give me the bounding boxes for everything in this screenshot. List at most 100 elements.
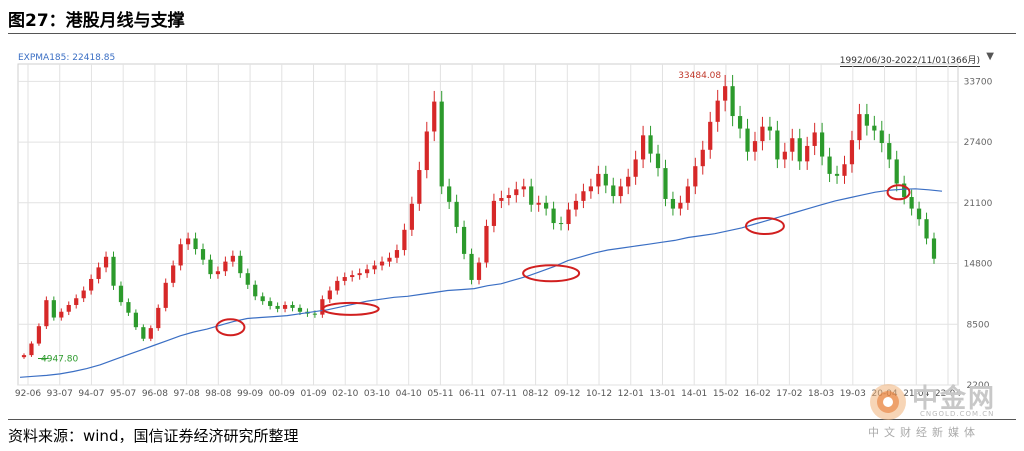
x-tick-label: 01-09 [300,389,326,399]
page-title: 图27：港股月线与支撑 [8,11,185,31]
candle-body [111,256,116,286]
support-circle [744,217,785,236]
candle-body [775,130,780,160]
candle-body [282,304,288,309]
x-tick-label: 99-09 [237,389,263,399]
candle-body [163,282,168,308]
candle-body [834,173,840,176]
candle-body [491,200,497,226]
candle-body [618,186,623,197]
candle-body [133,312,138,328]
candle-body [312,313,318,315]
x-tick-label: 92-06 [15,389,41,399]
x-tick-label: 14-01 [681,389,707,399]
candle-body [894,159,899,184]
x-tick-label: 02-10 [332,389,358,399]
candle-body [902,183,907,198]
candle-body [454,201,459,227]
dropdown-arrow-icon[interactable]: ▼ [986,51,994,62]
candle-body [678,202,683,209]
x-tick-label: 04-10 [396,389,422,399]
candle-body [51,300,56,318]
x-tick-label: 93-07 [47,389,73,399]
x-tick-label: 12-01 [618,389,644,399]
title-divider [8,33,1016,34]
candle-body [439,101,444,187]
x-tick-label: 97-08 [174,389,200,399]
x-tick-label: 15-02 [713,389,739,399]
candle-body [737,116,743,129]
x-tick-label: 16-02 [745,389,771,399]
candle-body [708,121,713,150]
y-tick-label: 33700 [964,77,993,87]
x-tick-label: 06-11 [459,389,485,399]
y-tick-label: 14800 [964,260,993,270]
x-tick-label: 94-07 [78,389,104,399]
candle-body [626,176,631,187]
ema-indicator-label: EXPMA185: 22418.85 [18,53,116,63]
candle-body [59,311,64,318]
candle-body [663,168,668,199]
candle-body [558,223,564,225]
x-tick-label: 19-03 [840,389,866,399]
candle-body [297,307,303,312]
plot-frame [17,63,959,386]
candle-body [215,271,221,275]
candle-body [461,226,467,254]
ema185-line [19,188,943,378]
candle-body [365,269,370,274]
candle-body [566,209,571,225]
candle-body [700,149,705,167]
candle-body [402,229,407,251]
candle-body [29,343,34,356]
candle-body [782,151,787,160]
footer-divider [8,419,1016,420]
candle-body [797,138,802,162]
candle-body [767,126,773,131]
candle-body [126,302,131,313]
candle-body [730,86,735,117]
candle-body [715,100,720,122]
candle-body [506,195,511,198]
candle-body [66,304,71,312]
candle-body [588,186,593,192]
y-tick-label: 21100 [964,199,993,209]
logo-domain: CNGOLD.COM.CN [920,410,995,418]
x-tick-label: 08-12 [523,389,549,399]
candle-body [417,170,422,204]
candle-body [178,244,183,266]
x-tick-label: 05-11 [427,389,453,399]
candle-body [857,114,862,141]
candle-body [499,197,504,201]
x-tick-label: 13-01 [649,389,675,399]
candle-body [745,128,750,152]
candle-body [760,126,765,142]
monthly-candlestick-chart: 2200 8500 14800 21100 27400 33700 92-06 93-07 94… [15,63,993,399]
candle-body [864,114,869,126]
date-range-label[interactable]: 1992/06/30-2022/11/01(366月) [839,53,980,67]
source-note: 资料来源：wind，国信证券经济研究所整理 [8,427,299,445]
candle-body [148,328,153,339]
candle-body [685,186,690,203]
candle-body [596,173,601,187]
candle-body [484,225,489,263]
candle-body [208,259,213,275]
x-tick-label: 21-04 [903,389,929,399]
candle-body [74,298,79,305]
candle-body [723,86,728,101]
logo-tagline: 中文财经新媒体 [868,426,980,439]
candle-body [171,265,176,283]
y-tick-label: 27400 [964,138,993,148]
candle-body [141,327,146,339]
candle-body [81,290,86,299]
candle-body [350,275,355,278]
candle-body [469,253,474,280]
candle-body [21,355,27,358]
candle-body [432,101,437,132]
y-tick-label: 8500 [967,320,990,330]
candle-body [387,257,392,262]
high-annotation: 33484.08 [678,71,721,81]
candle-body [253,284,258,297]
candle-body [223,261,228,272]
candle-body [476,262,482,280]
